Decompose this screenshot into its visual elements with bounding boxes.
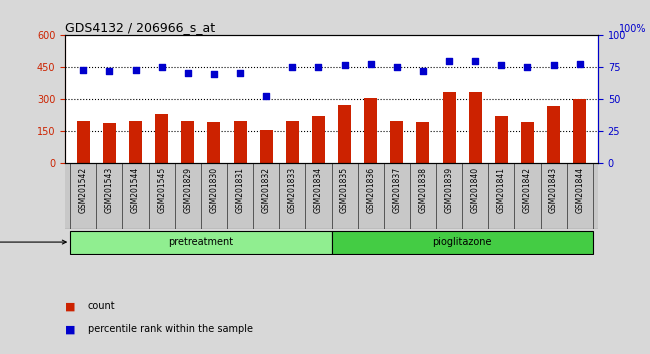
Text: count: count [88,301,116,311]
Bar [521,122,534,164]
Point [444,58,454,64]
Bar [233,121,246,164]
Point [183,70,193,75]
Bar [103,123,116,164]
Point [496,62,506,68]
Text: GSM201837: GSM201837 [393,167,401,213]
Point [365,61,376,67]
Bar [155,114,168,164]
Bar [286,121,299,164]
Bar [77,121,90,164]
Point [78,67,88,73]
Point [391,64,402,70]
Text: GSM201833: GSM201833 [288,167,297,213]
Bar [547,106,560,164]
Text: GSM201832: GSM201832 [262,167,270,213]
Text: ■: ■ [65,324,75,334]
Text: GDS4132 / 206966_s_at: GDS4132 / 206966_s_at [65,21,215,34]
Bar [469,92,482,164]
Point [339,62,350,68]
Point [549,62,559,68]
Text: GSM201829: GSM201829 [183,167,192,213]
Point [104,68,114,74]
Point [261,93,272,98]
Text: GSM201840: GSM201840 [471,167,480,213]
Point [287,64,298,70]
Point [131,67,141,73]
Text: agent: agent [0,237,66,247]
Text: GSM201831: GSM201831 [235,167,244,213]
Text: percentile rank within the sample: percentile rank within the sample [88,324,253,334]
Text: GSM201836: GSM201836 [366,167,375,213]
Bar [495,116,508,164]
Text: GSM201830: GSM201830 [209,167,218,213]
Text: GSM201835: GSM201835 [340,167,349,213]
Bar [390,121,404,164]
Bar [332,230,593,253]
Bar [573,99,586,164]
Text: GSM201544: GSM201544 [131,167,140,213]
Text: pioglitazone: pioglitazone [432,237,492,247]
Point [470,58,480,64]
Bar [207,122,220,164]
Text: pretreatment: pretreatment [168,237,233,247]
Bar [259,130,273,164]
Text: ■: ■ [65,301,75,311]
Point [575,61,585,67]
Text: GSM201841: GSM201841 [497,167,506,213]
Bar [181,121,194,164]
Bar [312,116,325,164]
Bar [443,92,456,164]
Text: GSM201542: GSM201542 [79,167,88,213]
Text: GSM201842: GSM201842 [523,167,532,213]
Point [313,64,324,70]
Text: 100%: 100% [619,24,647,34]
Bar [417,122,430,164]
Point [235,70,245,75]
Text: GSM201843: GSM201843 [549,167,558,213]
Text: GSM201545: GSM201545 [157,167,166,213]
Text: GSM201543: GSM201543 [105,167,114,213]
Point [157,64,167,70]
Bar [364,98,377,164]
Point [418,68,428,74]
Bar [338,105,351,164]
Bar [70,230,332,253]
Point [522,64,532,70]
Bar [129,121,142,164]
Text: GSM201838: GSM201838 [419,167,428,213]
Text: GSM201839: GSM201839 [445,167,454,213]
Text: GSM201834: GSM201834 [314,167,323,213]
Point [209,71,219,76]
Text: GSM201844: GSM201844 [575,167,584,213]
